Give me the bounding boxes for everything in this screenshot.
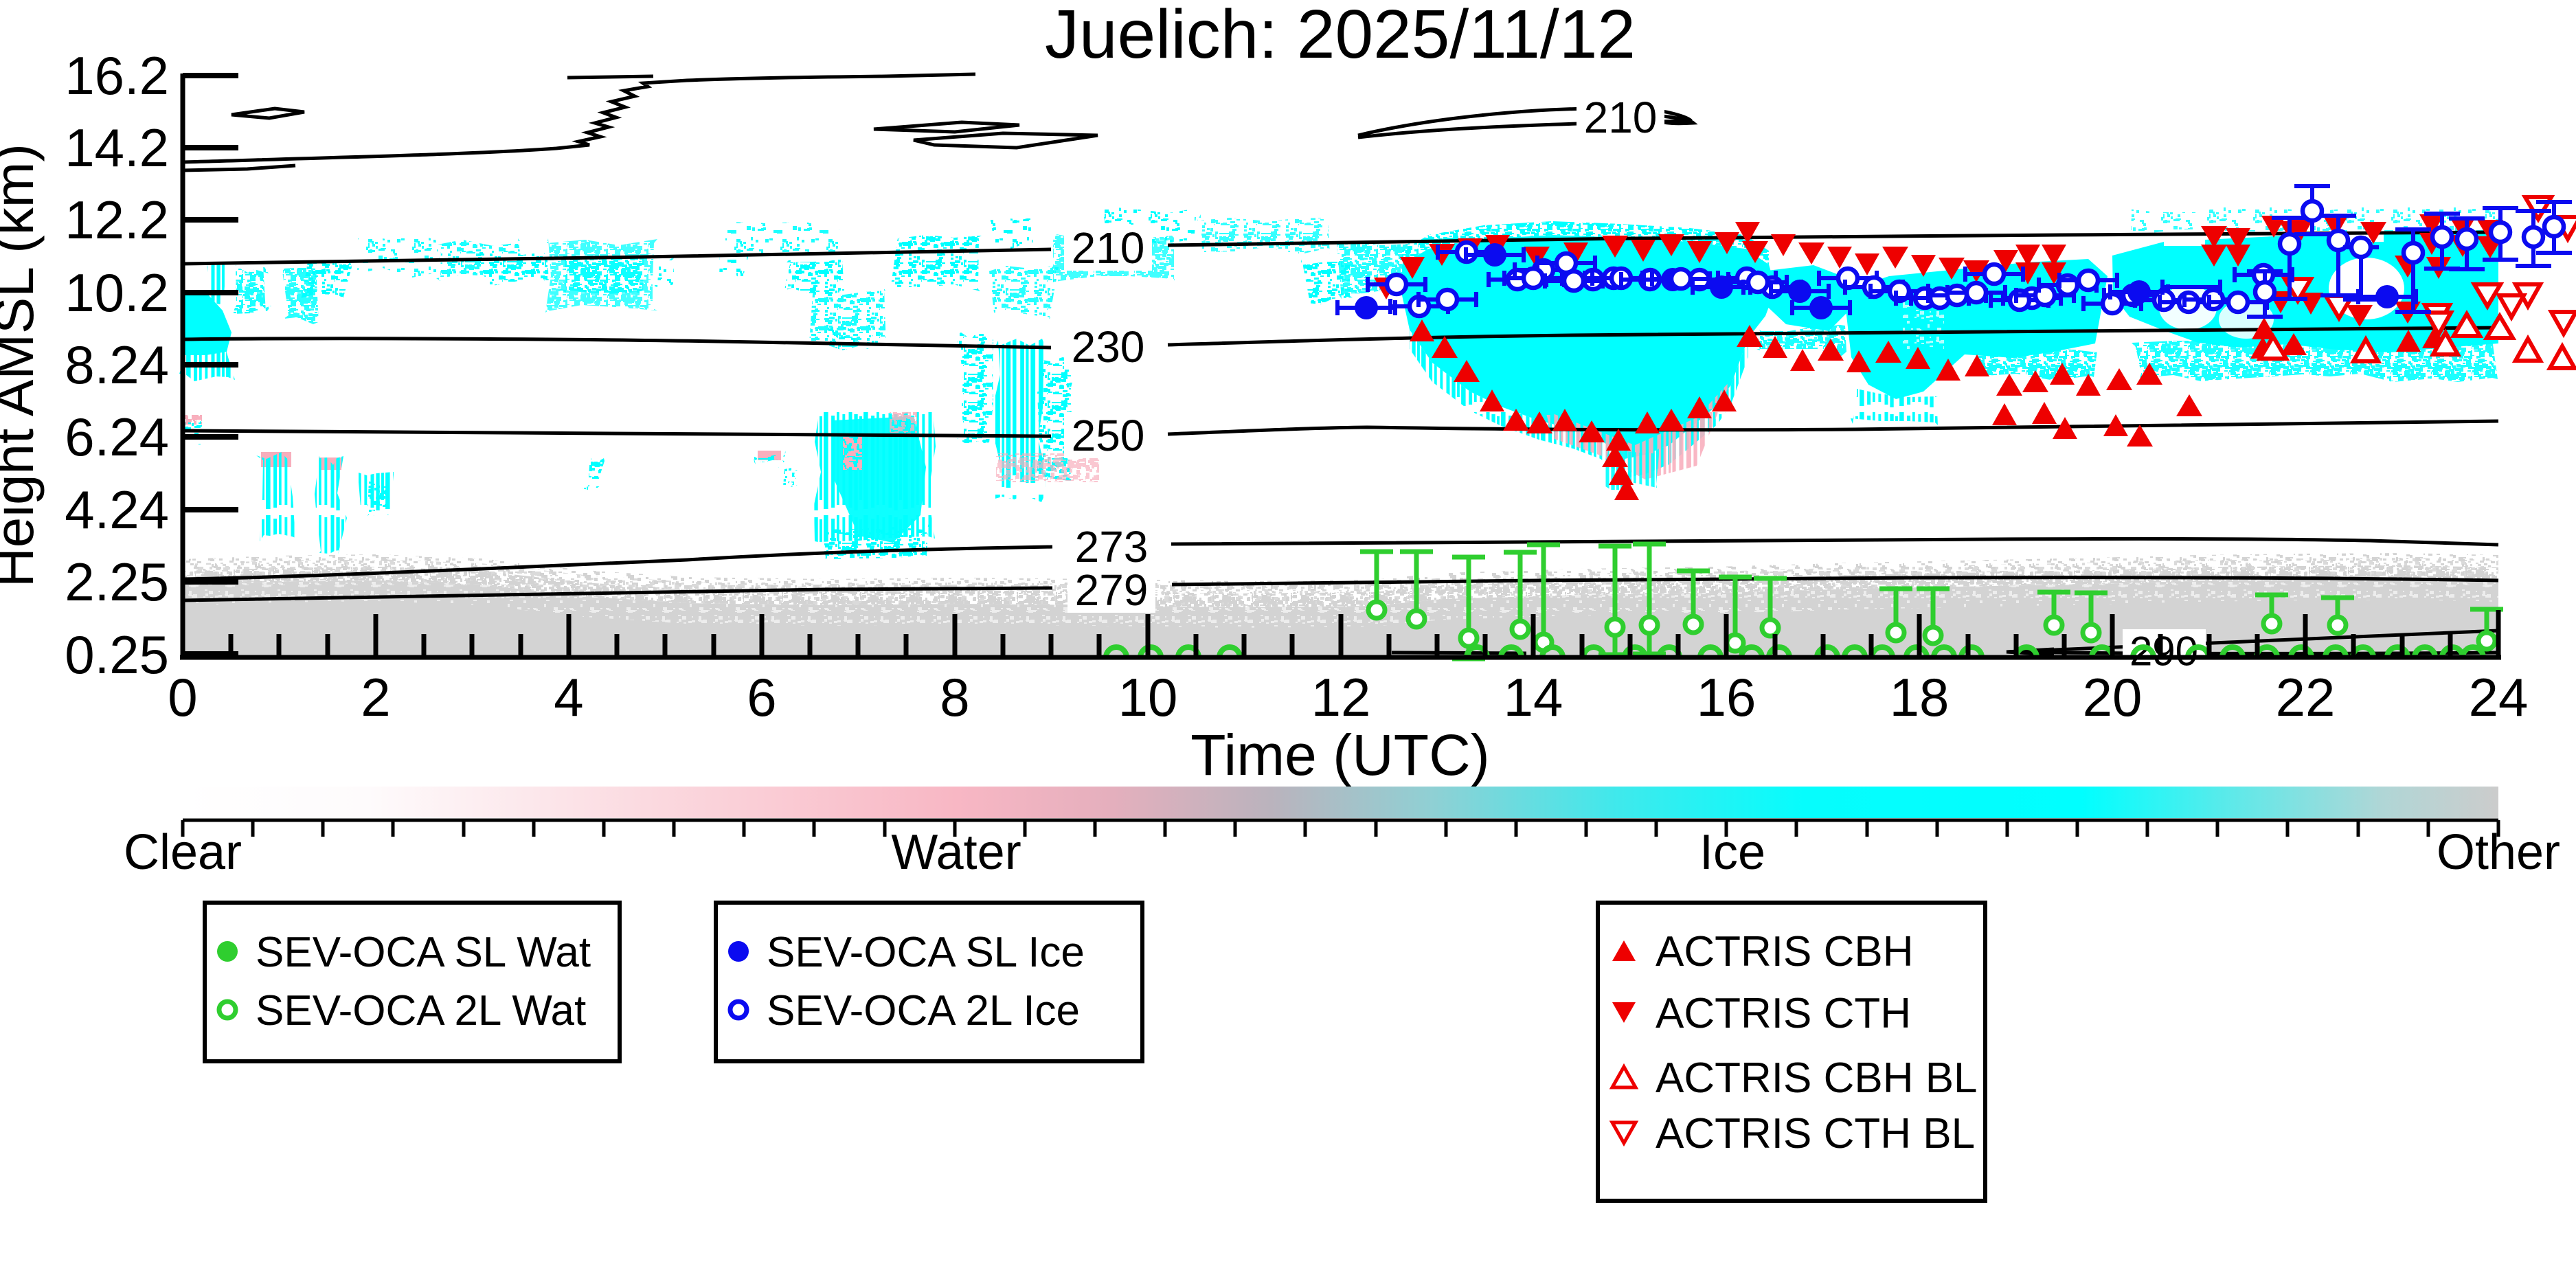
- svg-text:4.24: 4.24: [65, 479, 169, 540]
- svg-text:20: 20: [2083, 667, 2143, 727]
- svg-text:279: 279: [1075, 565, 1149, 615]
- svg-text:273: 273: [1075, 522, 1149, 572]
- svg-text:10: 10: [1118, 667, 1178, 727]
- svg-text:Juelich: 2025/11/12: Juelich: 2025/11/12: [1045, 0, 1636, 73]
- svg-text:12: 12: [1311, 667, 1371, 727]
- svg-text:230: 230: [1072, 322, 1145, 372]
- svg-text:ACTRIS CBH BL: ACTRIS CBH BL: [1656, 1054, 1978, 1102]
- svg-text:ACTRIS CTH BL: ACTRIS CTH BL: [1656, 1110, 1975, 1157]
- svg-text:210: 210: [1072, 223, 1145, 273]
- svg-text:Height AMSL (km): Height AMSL (km): [0, 144, 45, 587]
- svg-text:8: 8: [940, 667, 969, 727]
- svg-text:SEV-OCA 2L Ice: SEV-OCA 2L Ice: [767, 987, 1080, 1035]
- svg-text:SEV-OCA SL Wat: SEV-OCA SL Wat: [256, 929, 591, 976]
- svg-text:Time (UTC): Time (UTC): [1190, 723, 1489, 787]
- svg-text:18: 18: [1890, 667, 1950, 727]
- svg-text:2: 2: [361, 667, 390, 727]
- svg-text:SEV-OCA SL Ice: SEV-OCA SL Ice: [767, 929, 1085, 976]
- svg-text:16: 16: [1697, 667, 1756, 727]
- svg-text:210: 210: [1584, 93, 1658, 142]
- svg-text:4: 4: [554, 667, 583, 727]
- svg-text:Ice: Ice: [1699, 825, 1765, 880]
- svg-text:22: 22: [2276, 667, 2336, 727]
- svg-text:250: 250: [1072, 411, 1145, 460]
- svg-text:24: 24: [2469, 667, 2529, 727]
- svg-text:10.2: 10.2: [65, 262, 169, 323]
- svg-text:6: 6: [747, 667, 776, 727]
- svg-text:ACTRIS CTH: ACTRIS CTH: [1656, 990, 1911, 1037]
- svg-text:12.2: 12.2: [65, 190, 169, 250]
- svg-text:14.2: 14.2: [65, 117, 169, 178]
- svg-text:6.24: 6.24: [65, 407, 169, 467]
- svg-text:0.25: 0.25: [65, 624, 169, 685]
- svg-text:14: 14: [1504, 667, 1563, 727]
- svg-text:16.2: 16.2: [65, 45, 169, 106]
- svg-text:Other: Other: [2437, 825, 2560, 880]
- svg-text:Clear: Clear: [124, 825, 242, 880]
- svg-text:0: 0: [168, 667, 197, 727]
- svg-text:ACTRIS CBH: ACTRIS CBH: [1656, 928, 1913, 975]
- svg-text:2.25: 2.25: [65, 552, 169, 612]
- svg-text:SEV-OCA 2L Wat: SEV-OCA 2L Wat: [256, 987, 586, 1035]
- svg-text:8.24: 8.24: [65, 335, 169, 395]
- svg-text:Water: Water: [891, 825, 1021, 880]
